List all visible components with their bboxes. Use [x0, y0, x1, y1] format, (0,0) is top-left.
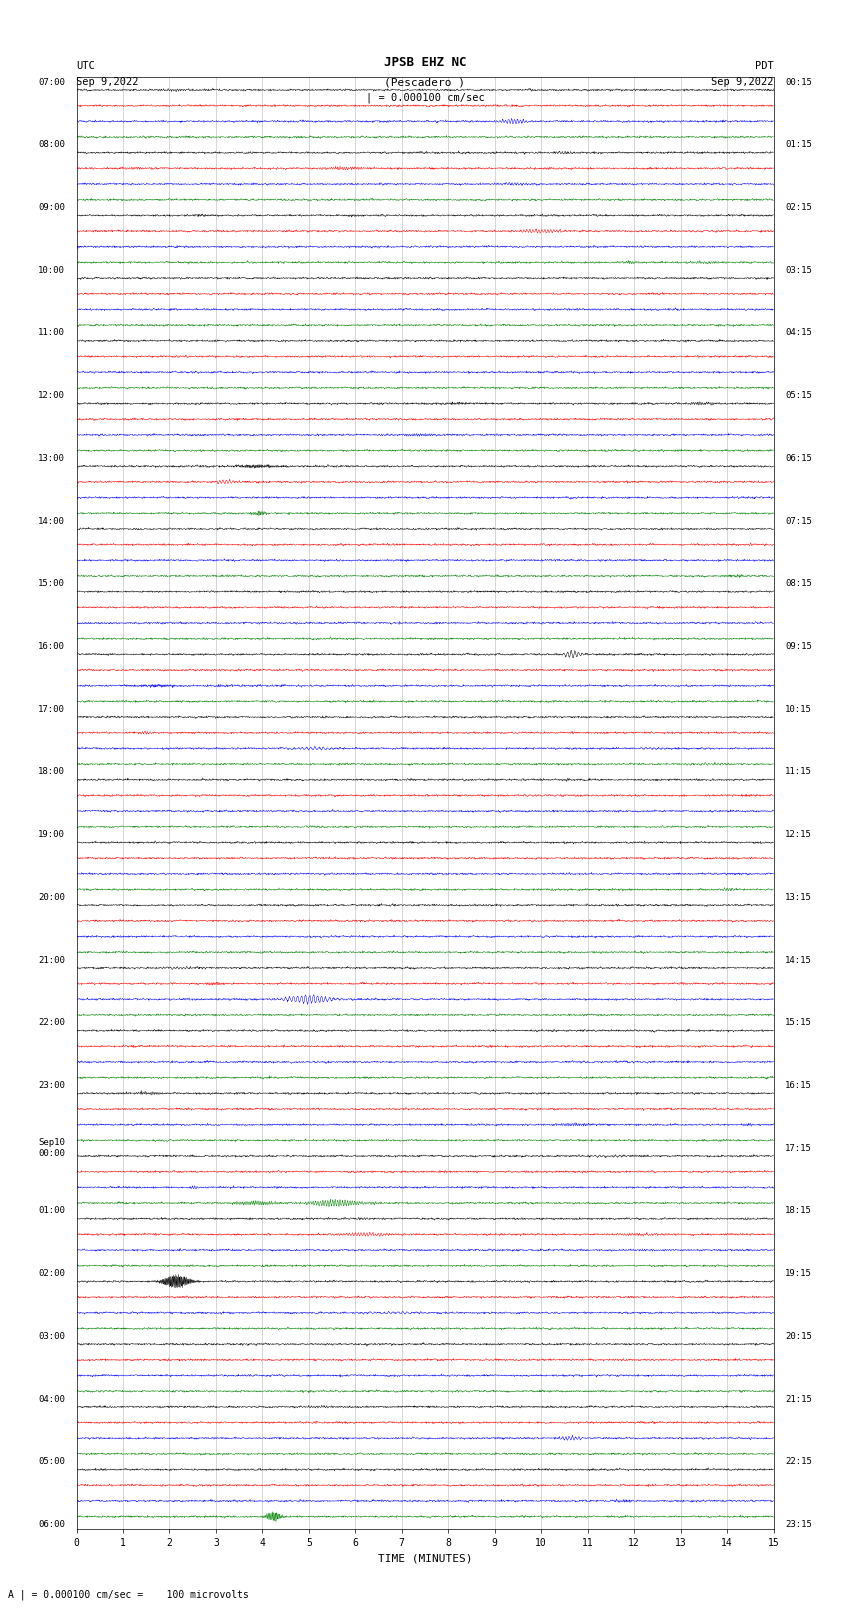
Text: 09:15: 09:15	[785, 642, 812, 652]
Text: 20:00: 20:00	[38, 894, 65, 902]
Text: Sep10
00:00: Sep10 00:00	[38, 1139, 65, 1158]
Text: 01:00: 01:00	[38, 1207, 65, 1215]
Text: UTC: UTC	[76, 61, 95, 71]
Text: 03:00: 03:00	[38, 1332, 65, 1340]
Text: 13:15: 13:15	[785, 894, 812, 902]
Text: (Pescadero ): (Pescadero )	[384, 77, 466, 87]
Text: 03:15: 03:15	[785, 266, 812, 274]
Text: 20:15: 20:15	[785, 1332, 812, 1340]
Text: 22:00: 22:00	[38, 1018, 65, 1027]
Text: 19:15: 19:15	[785, 1269, 812, 1277]
Text: 21:15: 21:15	[785, 1395, 812, 1403]
Text: 14:00: 14:00	[38, 516, 65, 526]
Text: 02:00: 02:00	[38, 1269, 65, 1277]
Text: 23:15: 23:15	[785, 1519, 812, 1529]
Text: 08:15: 08:15	[785, 579, 812, 589]
Text: 18:15: 18:15	[785, 1207, 812, 1215]
Text: 17:00: 17:00	[38, 705, 65, 713]
Text: 23:00: 23:00	[38, 1081, 65, 1090]
Text: 16:15: 16:15	[785, 1081, 812, 1090]
Text: 13:00: 13:00	[38, 453, 65, 463]
Text: 02:15: 02:15	[785, 203, 812, 211]
Text: 00:15: 00:15	[785, 77, 812, 87]
Text: 06:15: 06:15	[785, 453, 812, 463]
Text: 22:15: 22:15	[785, 1457, 812, 1466]
Text: 07:00: 07:00	[38, 77, 65, 87]
Text: 08:00: 08:00	[38, 140, 65, 150]
Text: Sep 9,2022: Sep 9,2022	[76, 77, 139, 87]
Text: 16:00: 16:00	[38, 642, 65, 652]
Text: 04:00: 04:00	[38, 1395, 65, 1403]
Text: 12:00: 12:00	[38, 392, 65, 400]
Text: 12:15: 12:15	[785, 831, 812, 839]
X-axis label: TIME (MINUTES): TIME (MINUTES)	[377, 1553, 473, 1563]
Text: 01:15: 01:15	[785, 140, 812, 150]
Text: A | = 0.000100 cm/sec =    100 microvolts: A | = 0.000100 cm/sec = 100 microvolts	[8, 1589, 249, 1600]
Text: 15:15: 15:15	[785, 1018, 812, 1027]
Text: 07:15: 07:15	[785, 516, 812, 526]
Text: 10:00: 10:00	[38, 266, 65, 274]
Text: 09:00: 09:00	[38, 203, 65, 211]
Text: 05:15: 05:15	[785, 392, 812, 400]
Text: 15:00: 15:00	[38, 579, 65, 589]
Text: PDT: PDT	[755, 61, 774, 71]
Text: Sep 9,2022: Sep 9,2022	[711, 77, 774, 87]
Text: 11:15: 11:15	[785, 768, 812, 776]
Text: 10:15: 10:15	[785, 705, 812, 713]
Text: 21:00: 21:00	[38, 955, 65, 965]
Text: 04:15: 04:15	[785, 329, 812, 337]
Text: 05:00: 05:00	[38, 1457, 65, 1466]
Text: 06:00: 06:00	[38, 1519, 65, 1529]
Text: | = 0.000100 cm/sec: | = 0.000100 cm/sec	[366, 92, 484, 103]
Text: 19:00: 19:00	[38, 831, 65, 839]
Text: 14:15: 14:15	[785, 955, 812, 965]
Text: JPSB EHZ NC: JPSB EHZ NC	[383, 56, 467, 69]
Text: 11:00: 11:00	[38, 329, 65, 337]
Text: 17:15: 17:15	[785, 1144, 812, 1153]
Text: 18:00: 18:00	[38, 768, 65, 776]
